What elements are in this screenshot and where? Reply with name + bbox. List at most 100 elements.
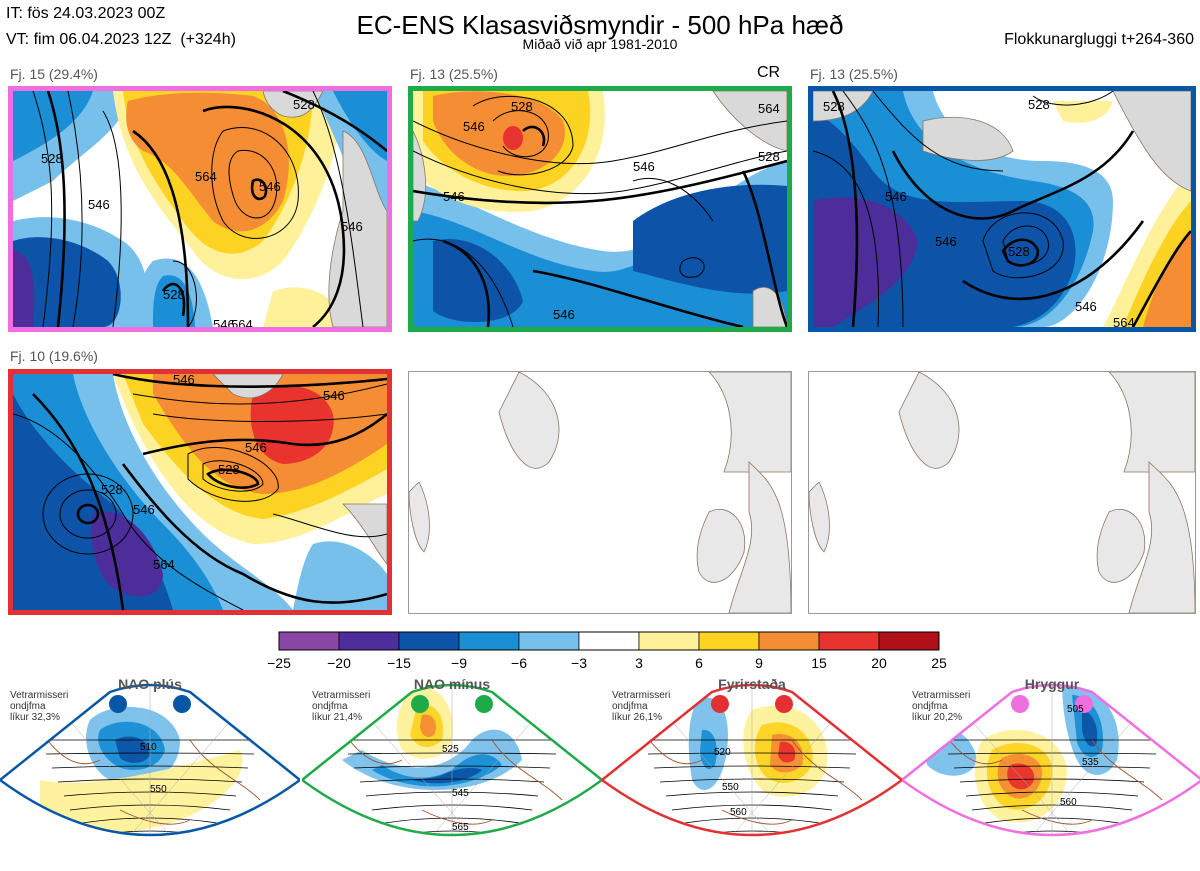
regime-contour-label: 505 [1067,704,1084,715]
regime-season: Vetrarmisseri [612,690,671,701]
regime-months: ondjfma [912,701,948,712]
colorbar-tick-label: −20 [327,655,351,671]
contour-label: 528 [1008,244,1030,259]
colorbar-swatch [638,631,700,651]
contour-label: 546 [213,317,235,327]
contour-label: 528 [163,287,185,302]
regime-months: ondjfma [10,701,46,712]
regime-contour-label: 510 [140,742,157,753]
colorbar-swatch [398,631,460,651]
colorbar-swatch [818,631,880,651]
contour-label: 546 [553,307,575,322]
empty-map-1 [408,371,792,614]
regime-contour-label: 560 [730,807,747,818]
contour-label: 528 [758,149,780,164]
contour-label: 546 [245,440,267,455]
regime-season: Vetrarmisseri [912,690,971,701]
page-title: EC-ENS Klasasviðsmyndir - 500 hPa hæð [356,10,844,40]
empty-map-2 [808,371,1196,614]
colorbar-swatch [338,631,400,651]
contour-label: 564 [758,101,780,116]
cluster-map-3: 528 546 528 546 528 546 564 [808,86,1196,332]
contour-label: 528 [218,462,240,477]
regime-marker [1011,695,1029,713]
colorbar [278,631,940,651]
regime-contour-label: 550 [722,782,739,793]
regime-probability: líkur 20,2% [912,712,963,723]
regime-probability: líkur 32,3% [10,712,61,723]
colorbar-swatch [278,631,340,651]
panel-1-label: Fj. 15 (29.4%) [10,66,98,82]
regime-marker [775,695,793,713]
classification-window: Flokkunargluggi t+264-360 [1004,31,1194,48]
regime-info: Vetrarmisseri ondjfma líkur 20,2% [912,690,970,723]
colorbar-tick-label: 20 [871,655,887,671]
regime-contour-label: 520 [714,747,731,758]
regime-title: Fyrirstaða [718,676,786,692]
regime-contour-label: 560 [1060,797,1077,808]
valid-time: VT: fim 06.04.2023 12Z (+324h) [6,31,236,48]
regime-marker [411,695,429,713]
regime-info: Vetrarmisseri ondjfma líkur 26,1% [612,690,670,723]
contour-label: 528 [823,99,845,114]
panel-3-label: Fj. 13 (25.5%) [810,66,898,82]
contour-label: 546 [935,234,957,249]
colorbar-swatch [878,631,940,651]
regime-title: Hryggur [1024,676,1080,692]
colorbar-swatch [758,631,820,651]
regime-marker [173,695,191,713]
regime-contour-label: 545 [452,788,469,799]
colorbar-swatch [698,631,760,651]
contour-label: 546 [341,219,363,234]
regime-title: NAO plús [118,676,182,692]
panel-2-cr-marker: CR [757,64,781,81]
cluster-map-4: 546 528 546 528 546 564 546 [8,369,392,615]
colorbar-swatch [458,631,520,651]
regime-title: NAO mínus [413,676,491,692]
contour-label: 528 [511,99,533,114]
colorbar-swatch [518,631,580,651]
regime-marker [711,695,729,713]
contour-label: 546 [1075,299,1097,314]
regime-panel: 520 550 560 Fyrirstaða Vetrarmisseri ondjf… [602,670,902,870]
colorbar-tick-label: 25 [931,655,947,671]
contour-label: 564 [195,169,217,184]
regime-info: Vetrarmisseri ondjfma líkur 32,3% [10,690,68,723]
colorbar-tick-label: −9 [451,655,467,671]
regime-season: Vetrarmisseri [312,690,371,701]
contour-label: 546 [443,189,465,204]
contour-label: 528 [101,482,123,497]
regime-months: ondjfma [312,701,348,712]
panel-4-label: Fj. 10 (19.6%) [10,348,98,364]
contour-label: 528 [1028,97,1050,112]
contour-label: 528 [41,151,63,166]
contour-label: 564 [1113,315,1135,327]
contour-label: 546 [885,189,907,204]
contour-label: 546 [133,502,155,517]
regime-contour-label: 525 [442,744,459,755]
colorbar-tick-label: 3 [635,655,643,671]
regime-panel: 525 545 565 NAO mínus Vetrarmisseri ondjfm… [302,670,602,870]
regime-marker [475,695,493,713]
initial-time: IT: fös 24.03.2023 00Z [6,5,166,22]
colorbar-swatch [578,631,640,651]
regime-probability: líkur 21,4% [312,712,363,723]
contour-label: 564 [153,557,175,572]
cluster-map-1: 528 546 564 528 546 546 528 546 564 [8,86,392,332]
contour-label: 546 [88,197,110,212]
regime-probability: líkur 26,1% [612,712,663,723]
colorbar-tick-label: 9 [755,655,763,671]
contour-label: 546 [633,159,655,174]
regime-panel: 510 550 NAO plús Vetrarmisseri ondjfma lí… [0,670,300,870]
regime-contour-label: 550 [150,784,167,795]
colorbar-tick-label: 15 [811,655,827,671]
colorbar-tick-label: −25 [267,655,291,671]
regime-season: Vetrarmisseri [10,690,69,701]
regime-marker [109,695,127,713]
contour-label: 528 [293,97,315,112]
colorbar-tick-label: 6 [695,655,703,671]
regime-contour-label: 565 [452,822,469,833]
contour-label: 546 [463,119,485,134]
regime-marker [1075,695,1093,713]
regime-months: ondjfma [612,701,648,712]
